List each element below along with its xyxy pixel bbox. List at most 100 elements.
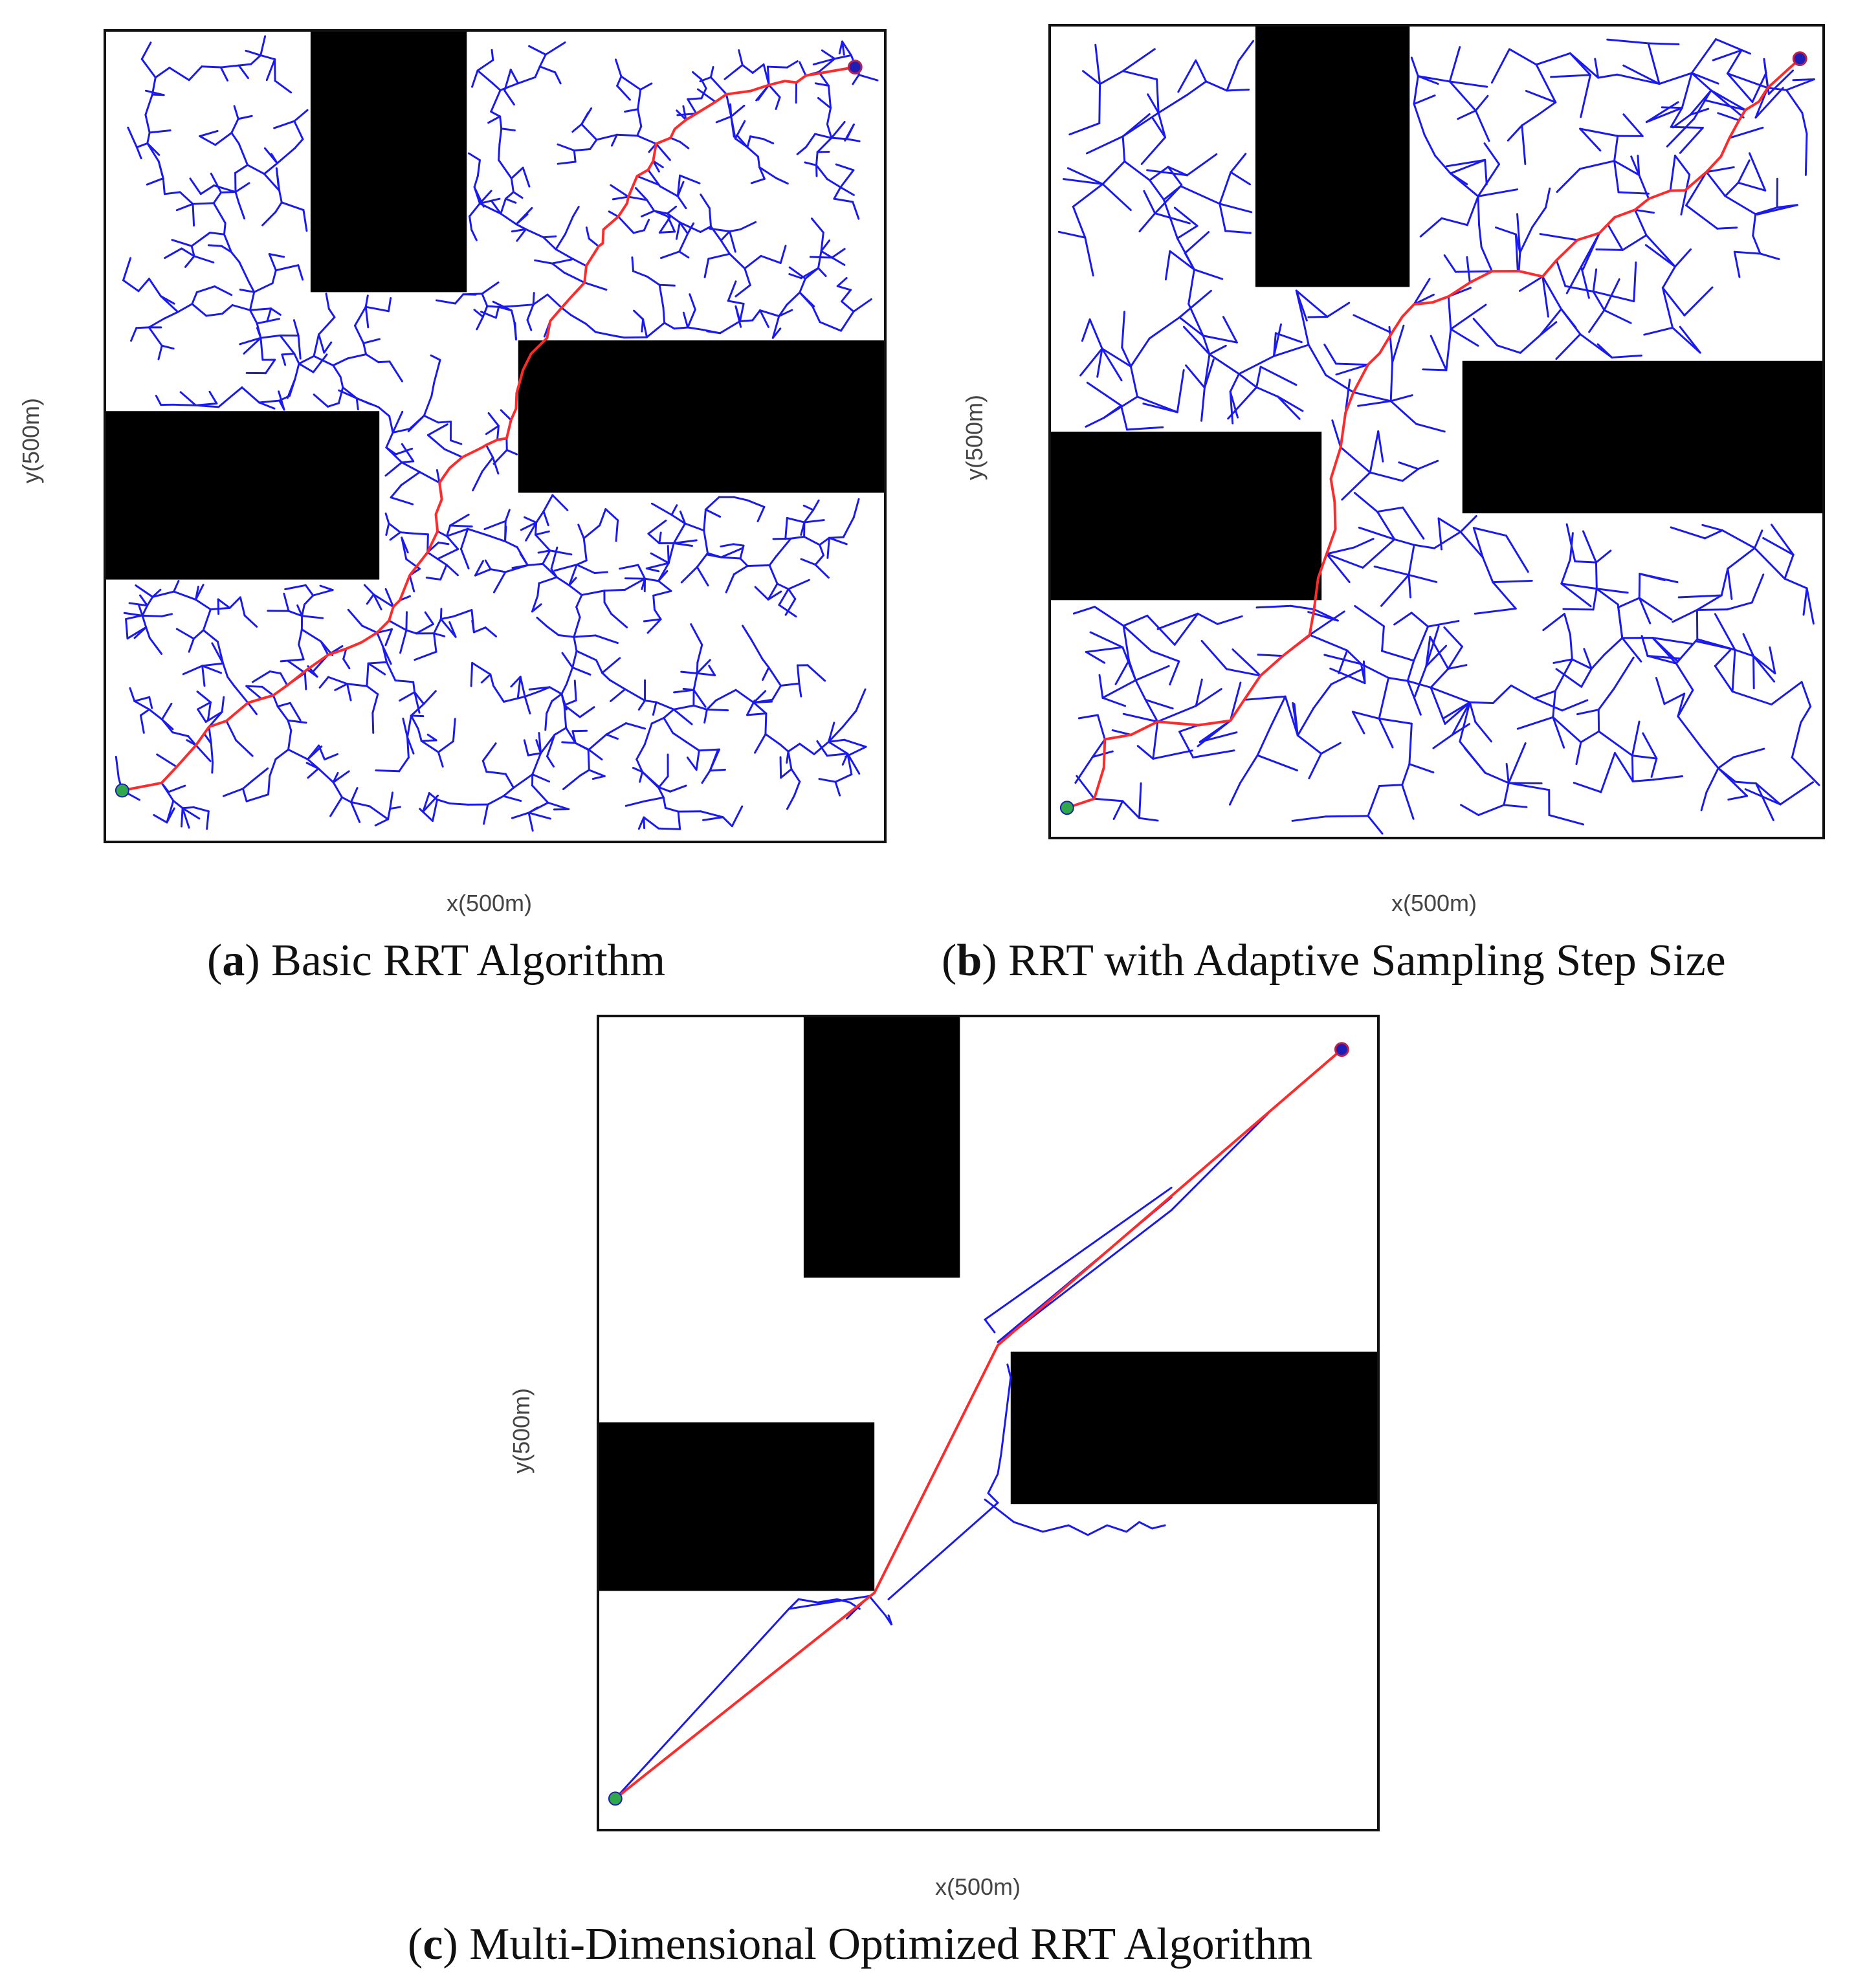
tree-edge — [511, 228, 527, 233]
tree-edge — [1427, 620, 1460, 628]
tree-edge — [610, 613, 628, 628]
tree-edge — [679, 221, 689, 235]
tree-edge — [1806, 587, 1815, 625]
tree-edge — [1683, 286, 1714, 316]
tree-edge — [1560, 308, 1577, 329]
tree-edge — [1638, 573, 1641, 599]
tree-edge — [573, 148, 591, 152]
tree-edge — [384, 461, 403, 477]
tree-edge — [173, 580, 180, 593]
tree-edge — [191, 291, 198, 305]
tree-edge — [481, 760, 488, 773]
tree-edge — [1580, 730, 1600, 744]
tree-edge — [212, 202, 226, 225]
tree-edge — [790, 768, 801, 783]
tree-edge — [1574, 560, 1597, 564]
tree-edge — [234, 182, 250, 193]
tree-edge — [1093, 797, 1124, 802]
tree-edge — [472, 626, 487, 634]
tree-edge — [1380, 573, 1410, 607]
tree-edge — [1791, 722, 1802, 759]
tree-edge — [1592, 268, 1598, 293]
tree-edge — [768, 564, 779, 585]
tree-edge — [1622, 64, 1661, 85]
tree-edge — [303, 594, 315, 606]
tree-edge — [657, 827, 681, 830]
tree-edge — [384, 628, 393, 646]
tree-edge — [304, 584, 315, 597]
tree-edge — [553, 564, 578, 572]
tree-edge — [784, 516, 788, 540]
tree-edge — [1079, 348, 1103, 377]
tree-edge — [423, 395, 433, 417]
tree-edge — [846, 753, 861, 775]
tree-edge — [536, 582, 540, 597]
tree-edge — [817, 58, 836, 73]
tree-edge — [235, 739, 254, 757]
tree-edge — [491, 82, 502, 91]
tree-edge — [1088, 318, 1103, 350]
tree-edge — [802, 504, 815, 511]
tree-edge — [1408, 573, 1438, 583]
tree-edge — [833, 186, 842, 200]
tree-edge — [241, 788, 248, 802]
tree-edge — [639, 771, 644, 783]
tree-edge — [412, 681, 416, 694]
tree-edge — [1442, 701, 1471, 720]
tree-edge — [1358, 526, 1396, 540]
tree-edge — [1151, 117, 1167, 138]
tree-edge — [1219, 203, 1227, 232]
tree-edge — [199, 135, 217, 146]
tree-edge — [679, 174, 701, 184]
tree-edge — [835, 163, 855, 171]
tree-edge — [815, 151, 819, 166]
tree-edge — [1448, 80, 1477, 112]
tree-edge — [738, 302, 745, 322]
tree-edge — [563, 704, 568, 729]
tree-edge — [278, 390, 285, 411]
tree-edge — [767, 590, 782, 601]
tree-edge — [181, 807, 184, 828]
tree-edge — [423, 690, 437, 705]
tree-edge — [689, 293, 696, 311]
tree-edge — [407, 414, 425, 432]
tree-edge — [366, 662, 370, 687]
tree-edge — [1122, 614, 1149, 627]
tree-edge — [682, 105, 687, 121]
tree-edge — [772, 537, 792, 540]
tree-edge — [388, 360, 403, 382]
tree-edge — [768, 666, 782, 687]
tree-edge — [1178, 316, 1204, 337]
tree-edge — [1334, 362, 1369, 366]
tree-edge — [841, 40, 845, 56]
tree-edge — [1539, 321, 1558, 337]
tree-edge — [1552, 690, 1556, 718]
tree-edge — [1724, 195, 1757, 215]
tree-edge — [703, 258, 710, 279]
tree-edge — [560, 692, 568, 711]
tree-edge — [481, 305, 489, 318]
tree-edge — [1613, 752, 1634, 782]
tree-edge — [392, 410, 404, 434]
planned-path — [1066, 58, 1801, 810]
tree-edge — [549, 549, 573, 556]
tree-edge — [1521, 124, 1527, 166]
tree-edge — [605, 733, 619, 740]
tree-edge — [1756, 204, 1798, 216]
tree-edge — [680, 566, 698, 584]
tree-edge — [735, 305, 742, 328]
tree-edge — [400, 470, 421, 487]
tree-edge — [617, 215, 635, 234]
tree-edge — [568, 564, 578, 587]
tree-edge — [647, 519, 667, 535]
tree-edge — [388, 415, 394, 434]
tree-edge — [452, 718, 456, 742]
tree-edge — [1077, 714, 1099, 720]
tree-edge — [836, 285, 852, 291]
tree-edge — [1448, 46, 1461, 83]
tree-edge — [692, 71, 703, 80]
tree-edge — [1804, 133, 1808, 176]
tree-edge — [1099, 70, 1124, 85]
tree-edge — [736, 134, 749, 148]
tree-edge — [816, 740, 828, 757]
